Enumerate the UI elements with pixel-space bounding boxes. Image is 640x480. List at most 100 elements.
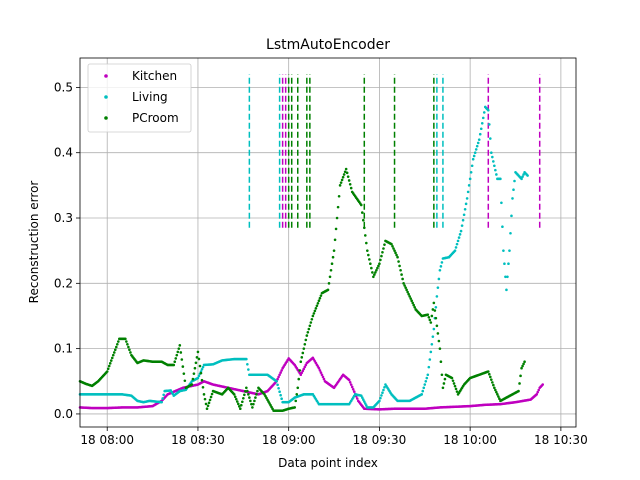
data-point [520,177,523,181]
data-point [106,367,110,371]
data-point [242,396,245,400]
data-point [243,393,246,397]
data-point [512,188,515,192]
data-point [439,265,443,268]
data-point [360,211,364,214]
data-point [506,275,509,279]
data-point [455,242,459,246]
data-point [378,262,381,266]
data-point [405,288,408,292]
data-point [382,247,385,250]
data-point [397,260,400,263]
data-point [314,307,318,310]
data-point [337,194,341,198]
legend-box [87,63,192,133]
data-point [277,375,280,379]
data-point [504,275,507,279]
y-tick-label: 0.4 [54,146,73,160]
data-point [398,264,401,268]
data-point [372,275,375,279]
data-point [488,372,491,376]
data-point [439,360,443,363]
data-point [160,400,163,404]
data-point [456,239,460,243]
data-point [473,151,477,154]
data-point [370,266,373,270]
y-tick-label: 0.5 [54,80,73,94]
data-point [475,144,479,148]
data-point [240,403,243,407]
data-point [255,393,258,396]
data-point [492,383,495,387]
data-point [458,233,462,236]
data-point [111,353,115,357]
data-point [464,202,468,206]
data-point [378,399,381,403]
data-point [125,340,128,343]
data-point [333,238,337,242]
data-point [482,111,486,114]
data-point [383,385,386,389]
data-point [112,351,116,354]
data-point [280,369,283,372]
data-point [517,389,520,393]
data-point [298,369,302,372]
data-point [327,282,331,285]
data-point [174,357,178,360]
data-point [431,335,435,338]
data-point [377,264,380,268]
data-point [380,394,383,397]
data-point [381,391,384,395]
data-point [510,214,513,218]
data-point [249,399,252,403]
data-point [279,371,282,374]
data-point [248,396,251,399]
x-tick-label: 18 08:00 [80,433,134,447]
data-point [110,356,114,360]
data-point [200,378,204,382]
data-point [466,190,470,194]
data-point [349,186,353,190]
data-point [299,373,303,377]
data-point [494,168,497,172]
data-point [318,296,322,300]
data-point [508,249,511,252]
data-point [479,127,483,131]
data-point [339,181,343,184]
data-point [422,386,426,390]
data-point [108,362,112,365]
data-point [471,157,475,161]
data-point [294,399,298,403]
legend-label-kitchen: Kitchen [132,69,177,83]
data-point [361,398,365,401]
data-point [338,184,342,187]
data-point [196,350,200,354]
data-point [302,347,306,350]
data-point [495,173,498,176]
data-point [367,253,370,257]
data-point [480,122,484,125]
data-point [206,404,210,408]
data-point [350,385,354,389]
data-point [450,376,454,380]
data-point [465,197,469,200]
series-pcroom [78,167,526,412]
data-point [494,388,497,392]
data-point [275,379,278,383]
data-point [383,243,386,246]
data-point [201,385,205,389]
y-axis-ticks: 0.0 0.1 0.2 0.3 0.4 0.5 [54,80,80,421]
data-point [436,286,440,289]
data-point [334,227,338,231]
data-point [295,393,299,396]
data-point [457,236,461,239]
data-point [443,377,447,381]
data-point [317,366,321,370]
data-point [192,372,196,375]
data-point [399,268,402,272]
data-point [343,170,347,174]
data-point [246,363,249,366]
data-point [379,258,382,262]
y-axis-label: Reconstruction error [27,181,41,304]
data-point [522,173,525,176]
